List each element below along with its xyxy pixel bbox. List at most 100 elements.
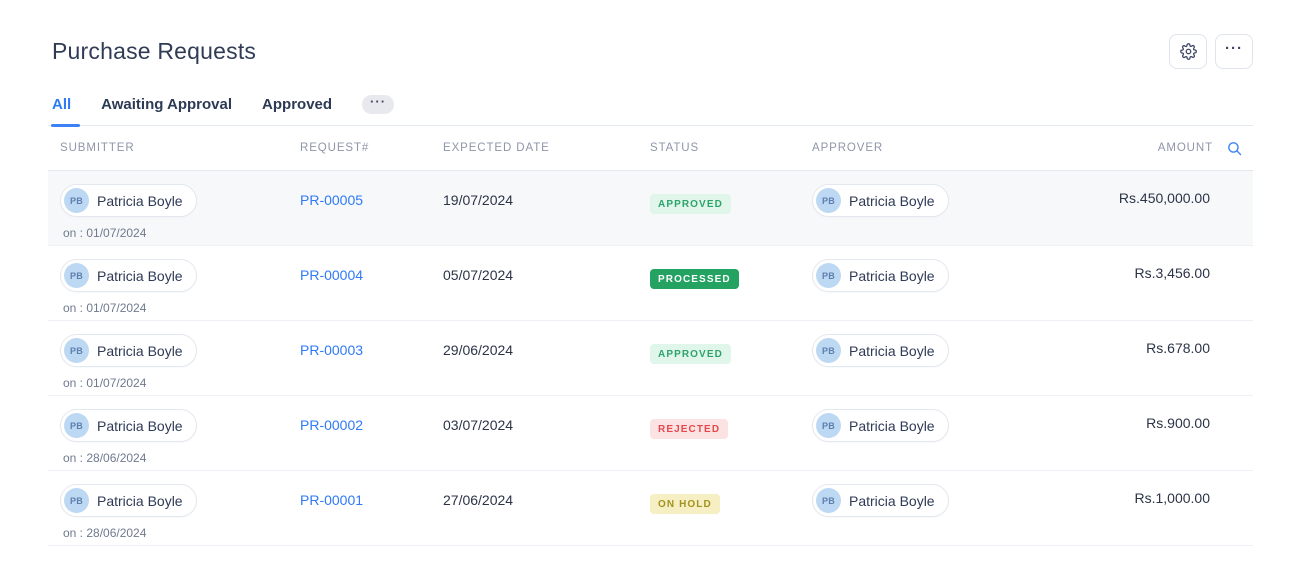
tabs-more-button[interactable]: ··· bbox=[362, 95, 395, 114]
submitted-on-date: on : 01/07/2024 bbox=[63, 376, 147, 390]
amount-cell: Rs.3,456.00 bbox=[1134, 265, 1211, 281]
status-badge: APPROVED bbox=[650, 344, 731, 364]
table-row[interactable]: PB Patricia Boyle on : 01/07/2024 PR-000… bbox=[48, 171, 1253, 246]
submitter-cell: PB Patricia Boyle on : 28/06/2024 bbox=[48, 396, 300, 470]
search-icon[interactable] bbox=[1226, 140, 1243, 157]
gear-icon bbox=[1179, 43, 1197, 60]
submitter-cell: PB Patricia Boyle on : 01/07/2024 bbox=[48, 246, 300, 320]
submitter-name: Patricia Boyle bbox=[97, 492, 183, 509]
approver-cell: PB Patricia Boyle bbox=[812, 396, 1058, 470]
status-badge: APPROVED bbox=[650, 194, 731, 214]
request-cell: PR-00004 bbox=[300, 246, 443, 320]
tab-approved[interactable]: Approved bbox=[262, 96, 333, 113]
submitter-cell: PB Patricia Boyle on : 28/06/2024 bbox=[48, 471, 300, 545]
ellipsis-icon: ··· bbox=[1225, 40, 1243, 57]
amount-cell: Rs.1,000.00 bbox=[1134, 490, 1211, 506]
status-badge: REJECTED bbox=[650, 419, 729, 439]
status-badge: PROCESSED bbox=[650, 269, 739, 289]
status-cell: PROCESSED bbox=[650, 246, 812, 320]
page-title: Purchase Requests bbox=[52, 38, 257, 64]
submitter-chip: PB Patricia Boyle bbox=[60, 334, 197, 367]
approver-cell: PB Patricia Boyle bbox=[812, 321, 1058, 395]
approver-name: Patricia Boyle bbox=[849, 342, 935, 359]
status-cell: ON HOLD bbox=[650, 471, 812, 545]
submitter-avatar: PB bbox=[64, 413, 89, 438]
submitter-avatar: PB bbox=[64, 263, 89, 288]
view-tabs: All Awaiting Approval Approved ··· bbox=[48, 95, 1253, 127]
tab-awaiting-approval[interactable]: Awaiting Approval bbox=[101, 96, 233, 113]
approver-cell: PB Patricia Boyle bbox=[812, 471, 1058, 545]
approver-chip: PB Patricia Boyle bbox=[812, 409, 949, 442]
submitter-cell: PB Patricia Boyle on : 01/07/2024 bbox=[48, 321, 300, 395]
submitter-avatar: PB bbox=[64, 338, 89, 363]
expected-date-cell: 27/06/2024 bbox=[443, 492, 514, 508]
tab-all[interactable]: All bbox=[50, 96, 81, 127]
status-cell: APPROVED bbox=[650, 321, 812, 395]
submitter-cell: PB Patricia Boyle on : 01/07/2024 bbox=[48, 171, 300, 245]
settings-button[interactable] bbox=[1169, 34, 1207, 69]
request-cell: PR-00001 bbox=[300, 471, 443, 545]
request-cell: PR-00002 bbox=[300, 396, 443, 470]
table-row[interactable]: PB Patricia Boyle on : 28/06/2024 PR-000… bbox=[48, 471, 1253, 546]
approver-name: Patricia Boyle bbox=[849, 192, 935, 209]
approver-cell: PB Patricia Boyle bbox=[812, 171, 1058, 245]
column-header-submitter: SUBMITTER bbox=[60, 142, 135, 154]
table-body: PB Patricia Boyle on : 01/07/2024 PR-000… bbox=[48, 171, 1253, 546]
submitter-chip: PB Patricia Boyle bbox=[60, 484, 197, 517]
submitted-on-date: on : 28/06/2024 bbox=[63, 451, 147, 465]
column-header-status: STATUS bbox=[650, 142, 700, 154]
page-header: Purchase Requests ··· bbox=[48, 0, 1253, 69]
submitter-name: Patricia Boyle bbox=[97, 192, 183, 209]
approver-name: Patricia Boyle bbox=[849, 492, 935, 509]
status-badge: ON HOLD bbox=[650, 494, 720, 514]
submitted-on-date: on : 28/06/2024 bbox=[63, 526, 147, 540]
status-cell: REJECTED bbox=[650, 396, 812, 470]
request-number-link[interactable]: PR-00001 bbox=[300, 492, 364, 508]
expected-date-cell: 29/06/2024 bbox=[443, 342, 514, 358]
column-header-amount: AMOUNT bbox=[1058, 140, 1253, 157]
table-row[interactable]: PB Patricia Boyle on : 28/06/2024 PR-000… bbox=[48, 396, 1253, 471]
header-actions: ··· bbox=[1169, 34, 1253, 69]
request-number-link[interactable]: PR-00005 bbox=[300, 192, 364, 208]
amount-cell: Rs.900.00 bbox=[1146, 415, 1210, 431]
submitter-name: Patricia Boyle bbox=[97, 342, 183, 359]
amount-cell: Rs.450,000.00 bbox=[1118, 190, 1210, 206]
purchase-requests-page: Purchase Requests ··· All Awaiting Appro… bbox=[48, 0, 1253, 546]
request-number-link[interactable]: PR-00003 bbox=[300, 342, 364, 358]
submitter-chip: PB Patricia Boyle bbox=[60, 259, 197, 292]
approver-name: Patricia Boyle bbox=[849, 417, 935, 434]
request-cell: PR-00003 bbox=[300, 321, 443, 395]
status-cell: APPROVED bbox=[650, 171, 812, 245]
table-row[interactable]: PB Patricia Boyle on : 01/07/2024 PR-000… bbox=[48, 321, 1253, 396]
expected-date-cell: 19/07/2024 bbox=[443, 192, 514, 208]
approver-name: Patricia Boyle bbox=[849, 267, 935, 284]
approver-avatar: PB bbox=[816, 188, 841, 213]
approver-cell: PB Patricia Boyle bbox=[812, 246, 1058, 320]
table-header: SUBMITTER REQUEST# EXPECTED DATE STATUS … bbox=[48, 126, 1253, 171]
submitter-avatar: PB bbox=[64, 488, 89, 513]
submitter-avatar: PB bbox=[64, 188, 89, 213]
submitter-name: Patricia Boyle bbox=[97, 417, 183, 434]
approver-chip: PB Patricia Boyle bbox=[812, 334, 949, 367]
expected-date-cell: 05/07/2024 bbox=[443, 267, 514, 283]
submitter-name: Patricia Boyle bbox=[97, 267, 183, 284]
request-number-link[interactable]: PR-00002 bbox=[300, 417, 364, 433]
approver-avatar: PB bbox=[816, 338, 841, 363]
approver-chip: PB Patricia Boyle bbox=[812, 184, 949, 217]
amount-cell: Rs.678.00 bbox=[1146, 340, 1210, 356]
expected-date-cell: 03/07/2024 bbox=[443, 417, 514, 433]
submitted-on-date: on : 01/07/2024 bbox=[63, 301, 147, 315]
approver-avatar: PB bbox=[816, 488, 841, 513]
request-number-link[interactable]: PR-00004 bbox=[300, 267, 364, 283]
table-row[interactable]: PB Patricia Boyle on : 01/07/2024 PR-000… bbox=[48, 246, 1253, 321]
approver-chip: PB Patricia Boyle bbox=[812, 484, 949, 517]
approver-avatar: PB bbox=[816, 413, 841, 438]
submitter-chip: PB Patricia Boyle bbox=[60, 409, 197, 442]
column-header-request: REQUEST# bbox=[300, 142, 370, 154]
request-cell: PR-00005 bbox=[300, 171, 443, 245]
approver-chip: PB Patricia Boyle bbox=[812, 259, 949, 292]
submitter-chip: PB Patricia Boyle bbox=[60, 184, 197, 217]
amount-header-label: AMOUNT bbox=[1157, 142, 1213, 154]
more-options-button[interactable]: ··· bbox=[1215, 34, 1253, 69]
submitted-on-date: on : 01/07/2024 bbox=[63, 226, 147, 240]
